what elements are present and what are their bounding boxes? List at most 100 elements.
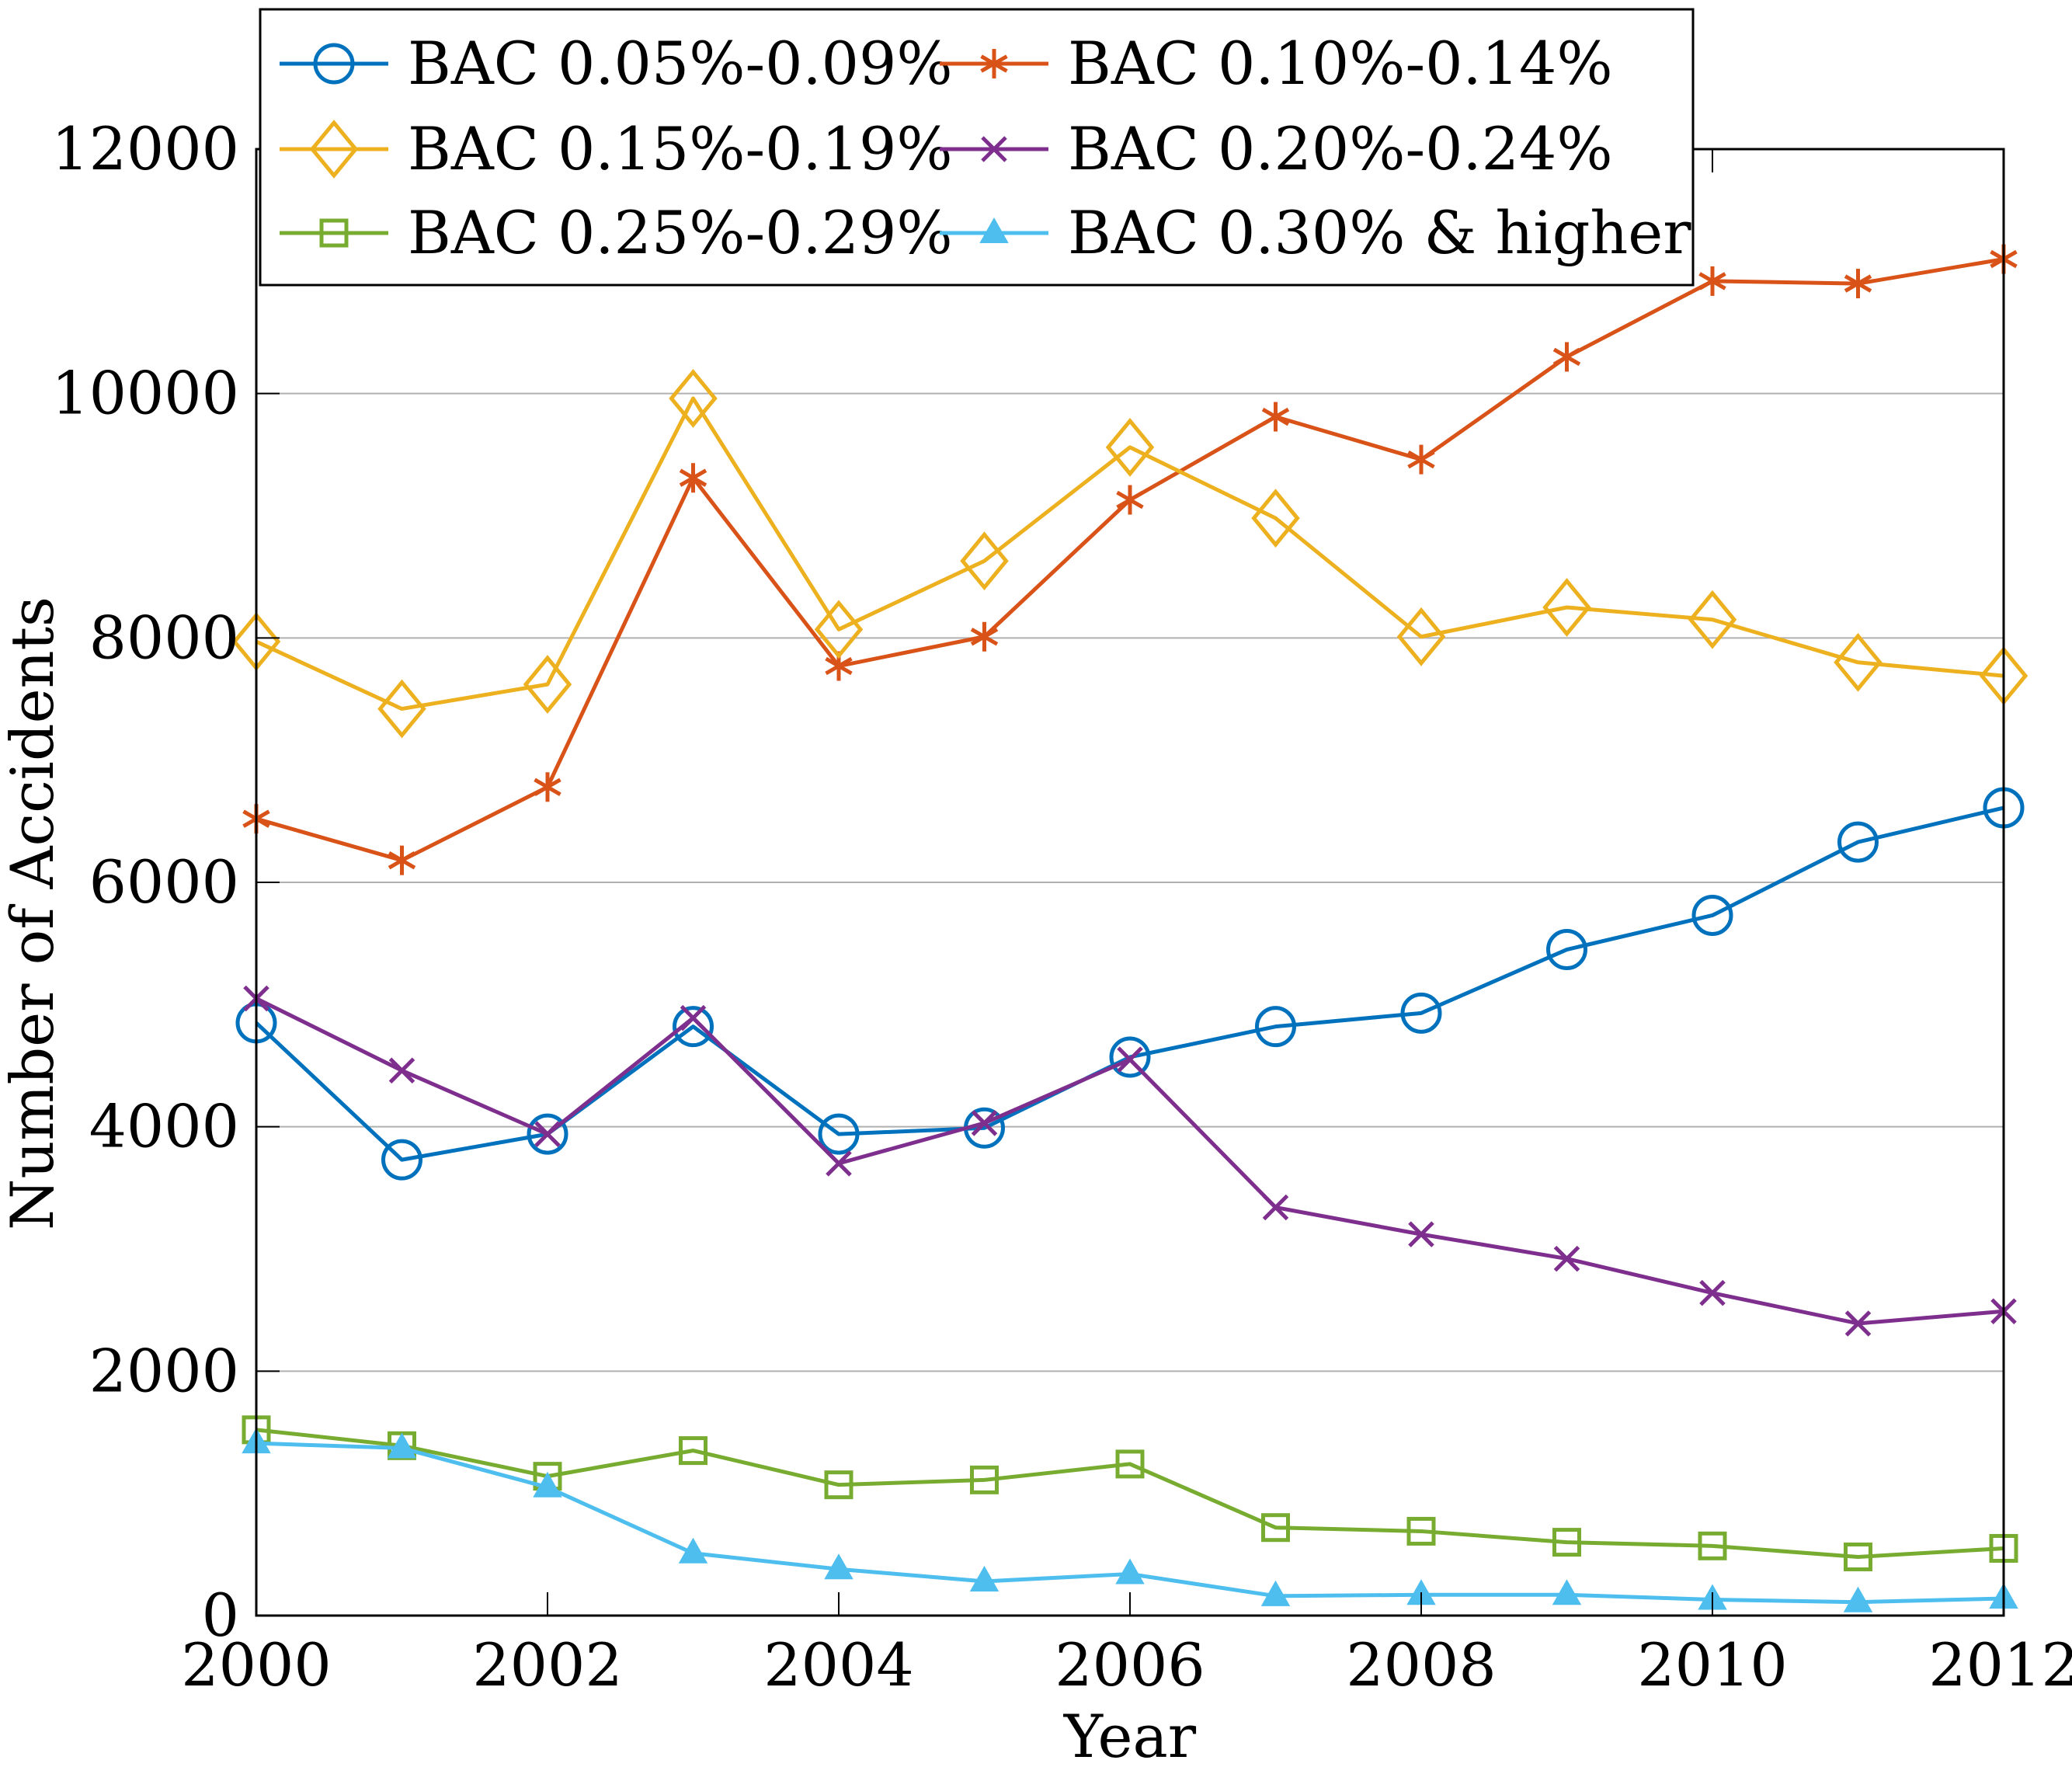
legend-label: BAC 0.25%-0.29%: [408, 198, 953, 267]
marker-circle: [818, 1113, 860, 1155]
legend-label: BAC 0.10%-0.14%: [1068, 29, 1613, 98]
marker-diamond: [1396, 607, 1446, 666]
marker-square: [679, 1436, 707, 1466]
marker-circle: [1255, 1006, 1296, 1048]
series-1: [235, 787, 2025, 1181]
marker-triangle: [1843, 1586, 1873, 1612]
marker-diamond: [523, 655, 572, 715]
marker-diamond: [1105, 417, 1155, 477]
x-axis-label: Year: [1063, 1702, 1197, 1771]
marker-square: [1261, 1513, 1290, 1543]
marker-diamond: [1542, 578, 1591, 637]
x-tick-label: 2004: [763, 1630, 913, 1699]
marker-square: [1844, 1542, 1872, 1571]
x-tick-label: 2000: [181, 1630, 331, 1699]
legend-items: BAC 0.05%-0.09% BAC 0.10%-0.14% BAC 0.15%-…: [280, 29, 1691, 267]
marker-x: [971, 1110, 998, 1136]
marker-x: [1262, 1194, 1289, 1221]
marker-triangle: [1260, 1580, 1291, 1606]
series-line: [256, 257, 2004, 863]
marker-diamond: [1688, 590, 1737, 649]
marker-circle: [1837, 821, 1879, 863]
marker-circle: [1691, 894, 1733, 936]
marker-x: [981, 136, 1007, 162]
legend-entry: BAC 0.20%-0.24%: [940, 114, 1613, 183]
legend-label: BAC 0.20%-0.24%: [1068, 114, 1613, 183]
legend-label: BAC 0.05%-0.09%: [408, 29, 953, 98]
x-tick-label: 2008: [1346, 1630, 1496, 1699]
x-tick-label: 2012: [1928, 1630, 2072, 1699]
marker-square: [1552, 1528, 1581, 1557]
legend-entry: BAC 0.30% & higher: [940, 198, 1691, 267]
axis-ticks: 2000 2002 2004 2006 2008 2010 2012020004000600…: [51, 114, 2072, 1699]
marker-x: [826, 1150, 852, 1177]
marker-square: [319, 218, 349, 248]
marker-circle: [1400, 992, 1442, 1034]
legend-label: BAC 0.30% & higher: [1068, 198, 1691, 267]
series-6: [242, 1428, 2018, 1612]
legend-entry: BAC 0.25%-0.29%: [280, 198, 953, 267]
marker-x: [1844, 1310, 1872, 1337]
marker-triangle: [678, 1537, 708, 1564]
marker-x: [1408, 1221, 1434, 1247]
marker-x: [534, 1121, 561, 1147]
marker-square: [1406, 1516, 1436, 1546]
marker-asterisk: [1844, 269, 1872, 299]
marker-circle: [313, 43, 355, 85]
y-tick-label: 4000: [89, 1092, 239, 1161]
series-3: [231, 369, 2029, 739]
marker-x: [1117, 1046, 1143, 1073]
marker-asterisk: [534, 772, 561, 802]
marker-triangle: [387, 1432, 417, 1459]
marker-diamond: [814, 600, 864, 659]
series-line: [255, 997, 2004, 1326]
marker-diamond: [1251, 489, 1300, 548]
marker-asterisk: [679, 463, 707, 493]
x-tick-label: 2002: [472, 1630, 622, 1699]
marker-diamond: [669, 369, 718, 428]
marker-x: [1699, 1279, 1726, 1306]
marker-circle: [1109, 1036, 1151, 1078]
marker-triangle: [969, 1565, 999, 1591]
legend-entry: BAC 0.15%-0.19%: [280, 114, 953, 183]
marker-circle: [1546, 929, 1587, 971]
marker-asterisk: [388, 845, 416, 875]
series-5: [242, 1415, 2018, 1571]
marker-asterisk: [1698, 266, 1726, 296]
legend: BAC 0.05%-0.09% BAC 0.10%-0.14% BAC 0.15%-…: [259, 8, 1695, 287]
series-group: [231, 244, 2029, 1612]
y-tick-label: 6000: [89, 847, 239, 917]
marker-diamond: [960, 531, 1009, 591]
legend-entry: BAC 0.10%-0.14%: [940, 29, 1613, 98]
marker-asterisk: [1552, 342, 1581, 372]
y-tick-label: 0: [202, 1581, 239, 1650]
marker-asterisk: [1261, 402, 1290, 432]
marker-triangle: [1115, 1558, 1145, 1585]
series-line: [255, 396, 2004, 711]
marker-diamond: [377, 679, 426, 739]
marker-circle: [381, 1139, 422, 1181]
marker-x: [388, 1057, 415, 1084]
grid-lines: [256, 392, 2004, 1372]
x-tick-label: 2006: [1055, 1630, 1205, 1699]
legend-entry: BAC 0.05%-0.09%: [280, 29, 953, 98]
legend-label: BAC 0.15%-0.19%: [408, 114, 953, 183]
marker-diamond: [309, 120, 359, 179]
marker-square: [970, 1465, 999, 1494]
marker-diamond: [1834, 632, 1883, 692]
marker-x: [680, 1004, 707, 1031]
marker-circle: [527, 1113, 568, 1155]
marker-triangle: [979, 217, 1009, 243]
marker-triangle: [824, 1553, 853, 1580]
marker-square: [824, 1470, 853, 1500]
series-2: [242, 244, 2018, 875]
marker-asterisk: [980, 49, 1008, 78]
marker-x: [1553, 1245, 1580, 1272]
y-tick-label: 12000: [51, 114, 239, 183]
y-tick-label: 8000: [89, 603, 239, 672]
y-axis-label: Number of Accidents: [0, 597, 67, 1230]
y-tick-label: 2000: [89, 1336, 239, 1405]
series-line: [255, 805, 2004, 1162]
marker-triangle: [1552, 1579, 1582, 1605]
